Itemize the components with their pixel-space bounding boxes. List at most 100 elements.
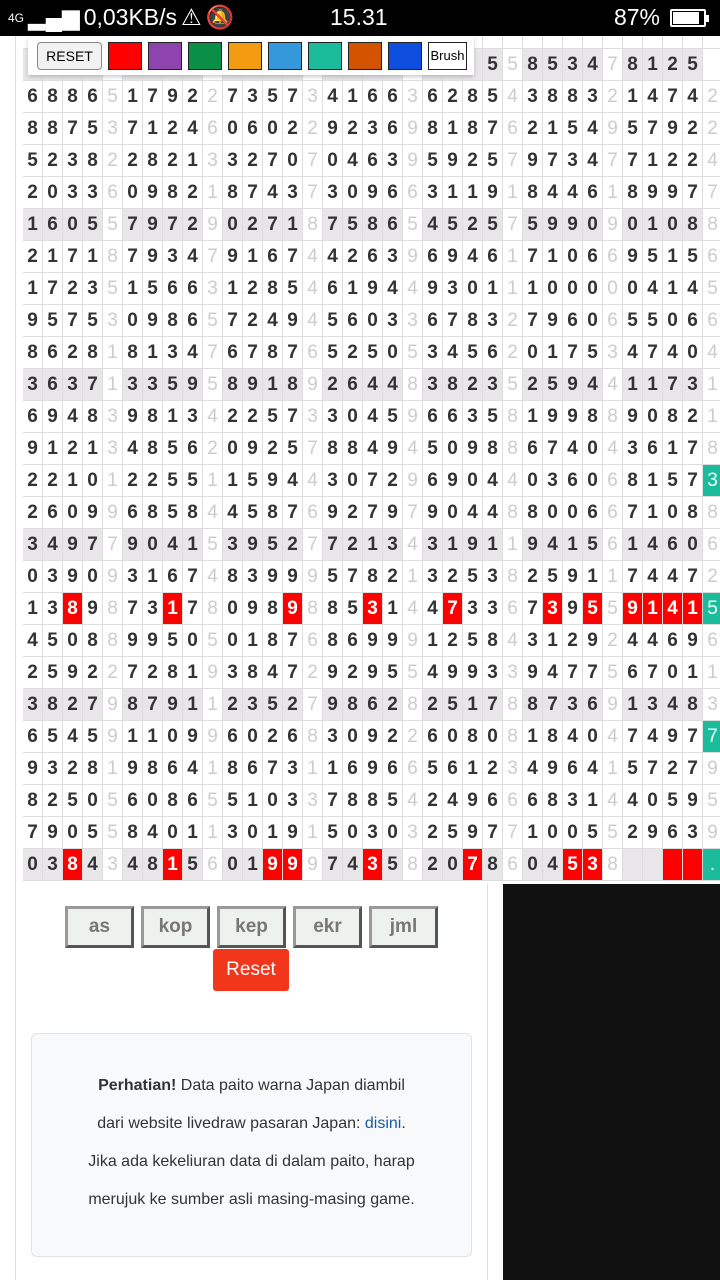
grid-cell[interactable]: 8 (423, 113, 443, 145)
grid-cell[interactable]: 4 (583, 369, 603, 401)
grid-cell[interactable]: 2 (183, 209, 203, 241)
grid-cell[interactable]: 4 (183, 337, 203, 369)
grid-cell[interactable]: 9 (643, 177, 663, 209)
grid-cell[interactable]: 6 (43, 369, 63, 401)
grid-cell[interactable]: 1 (303, 817, 323, 849)
grid-cell[interactable]: 7 (123, 113, 143, 145)
grid-cell[interactable]: 9 (543, 753, 563, 785)
grid-cell[interactable]: 0 (243, 721, 263, 753)
grid-cell[interactable]: 2 (343, 657, 363, 689)
grid-cell[interactable]: 4 (283, 465, 303, 497)
grid-cell[interactable]: 4 (683, 273, 703, 305)
grid-cell[interactable]: 6 (363, 241, 383, 273)
grid-cell[interactable]: 9 (523, 657, 543, 689)
grid-cell[interactable]: 3 (483, 561, 503, 593)
grid-cell[interactable]: 3 (323, 465, 343, 497)
grid-cell[interactable]: 4 (603, 433, 623, 465)
grid-cell[interactable]: 7 (223, 305, 243, 337)
grid-cell[interactable]: 4 (423, 209, 443, 241)
grid-cell[interactable]: 8 (683, 689, 703, 721)
grid-cell[interactable]: 6 (503, 785, 523, 817)
grid-cell[interactable]: 8 (223, 753, 243, 785)
grid-cell[interactable]: 3 (203, 145, 223, 177)
grid-cell[interactable]: 1 (523, 401, 543, 433)
grid-cell[interactable]: 7 (363, 465, 383, 497)
grid-cell[interactable]: 7 (123, 241, 143, 273)
grid-cell[interactable]: 8 (143, 401, 163, 433)
grid-cell[interactable]: 1 (483, 273, 503, 305)
grid-cell[interactable]: 7 (143, 81, 163, 113)
grid-cell[interactable]: 6 (663, 625, 683, 657)
grid-cell[interactable]: 8 (263, 593, 283, 625)
grid-cell[interactable]: 0 (563, 497, 583, 529)
grid-cell[interactable]: 2 (223, 401, 243, 433)
grid-cell[interactable] (683, 849, 703, 881)
grid-cell[interactable]: 0 (363, 305, 383, 337)
grid-cell[interactable]: 1 (23, 593, 43, 625)
grid-cell[interactable]: 9 (403, 241, 423, 273)
grid-cell[interactable]: 8 (23, 785, 43, 817)
grid-cell[interactable]: 4 (263, 305, 283, 337)
grid-cell[interactable]: 3 (543, 465, 563, 497)
grid-cell[interactable]: 4 (483, 465, 503, 497)
grid-cell[interactable]: 0 (343, 177, 363, 209)
grid-cell[interactable]: 5 (463, 337, 483, 369)
grid-cell[interactable]: 2 (83, 657, 103, 689)
grid-cell[interactable]: 7 (683, 465, 703, 497)
grid-cell[interactable]: 0 (383, 817, 403, 849)
grid-cell[interactable]: 3 (223, 817, 243, 849)
grid-cell[interactable]: 5 (423, 433, 443, 465)
grid-cell[interactable]: 7 (263, 145, 283, 177)
grid-cell[interactable]: 5 (563, 113, 583, 145)
grid-cell[interactable]: 6 (423, 241, 443, 273)
grid-cell[interactable]: 2 (523, 369, 543, 401)
grid-cell[interactable]: 9 (243, 433, 263, 465)
grid-cell[interactable]: 7 (563, 337, 583, 369)
grid-cell[interactable]: 4 (463, 241, 483, 273)
color-swatch[interactable] (308, 41, 342, 70)
grid-cell[interactable]: 9 (583, 625, 603, 657)
grid-cell[interactable]: 9 (663, 177, 683, 209)
grid-cell[interactable]: 5 (343, 593, 363, 625)
grid-cell[interactable]: 5 (323, 305, 343, 337)
grid-cell[interactable]: 1 (543, 241, 563, 273)
grid-cell[interactable]: 7 (703, 721, 720, 753)
grid-cell[interactable]: 9 (463, 817, 483, 849)
grid-cell[interactable]: 0 (163, 721, 183, 753)
grid-cell[interactable]: 7 (543, 433, 563, 465)
grid-cell[interactable]: 9 (63, 561, 83, 593)
grid-cell[interactable]: 9 (63, 529, 83, 561)
grid-cell[interactable]: 1 (643, 593, 663, 625)
grid-cell[interactable]: 9 (323, 497, 343, 529)
grid-cell[interactable]: 8 (503, 561, 523, 593)
grid-cell[interactable]: 9 (103, 497, 123, 529)
grid-cell[interactable]: 3 (223, 657, 243, 689)
grid-cell[interactable]: 7 (203, 241, 223, 273)
grid-cell[interactable]: 5 (543, 49, 563, 81)
grid-cell[interactable]: 4 (403, 785, 423, 817)
grid-cell[interactable]: 9 (243, 593, 263, 625)
grid-cell[interactable]: 6 (423, 401, 443, 433)
grid-cell[interactable]: 5 (423, 753, 443, 785)
grid-cell[interactable]: 3 (103, 849, 123, 881)
grid-cell[interactable]: 2 (103, 145, 123, 177)
grid-cell[interactable]: 5 (243, 465, 263, 497)
grid-cell[interactable]: 5 (203, 625, 223, 657)
grid-cell[interactable]: 5 (583, 529, 603, 561)
grid-cell[interactable]: 8 (223, 177, 243, 209)
grid-cell[interactable]: 2 (423, 689, 443, 721)
grid-cell[interactable]: 5 (323, 817, 343, 849)
grid-cell[interactable]: 0 (323, 145, 343, 177)
grid-cell[interactable]: 1 (103, 465, 123, 497)
grid-cell[interactable]: 3 (423, 337, 443, 369)
grid-cell[interactable]: 4 (643, 81, 663, 113)
grid-cell[interactable]: 1 (383, 593, 403, 625)
grid-cell[interactable]: 2 (403, 721, 423, 753)
grid-cell[interactable]: 9 (443, 241, 463, 273)
grid-cell[interactable]: 5 (403, 657, 423, 689)
grid-cell[interactable]: 9 (363, 177, 383, 209)
grid-cell[interactable]: 2 (283, 529, 303, 561)
grid-cell[interactable]: 2 (563, 625, 583, 657)
grid-cell[interactable]: 7 (543, 689, 563, 721)
grid-cell[interactable]: 5 (443, 689, 463, 721)
